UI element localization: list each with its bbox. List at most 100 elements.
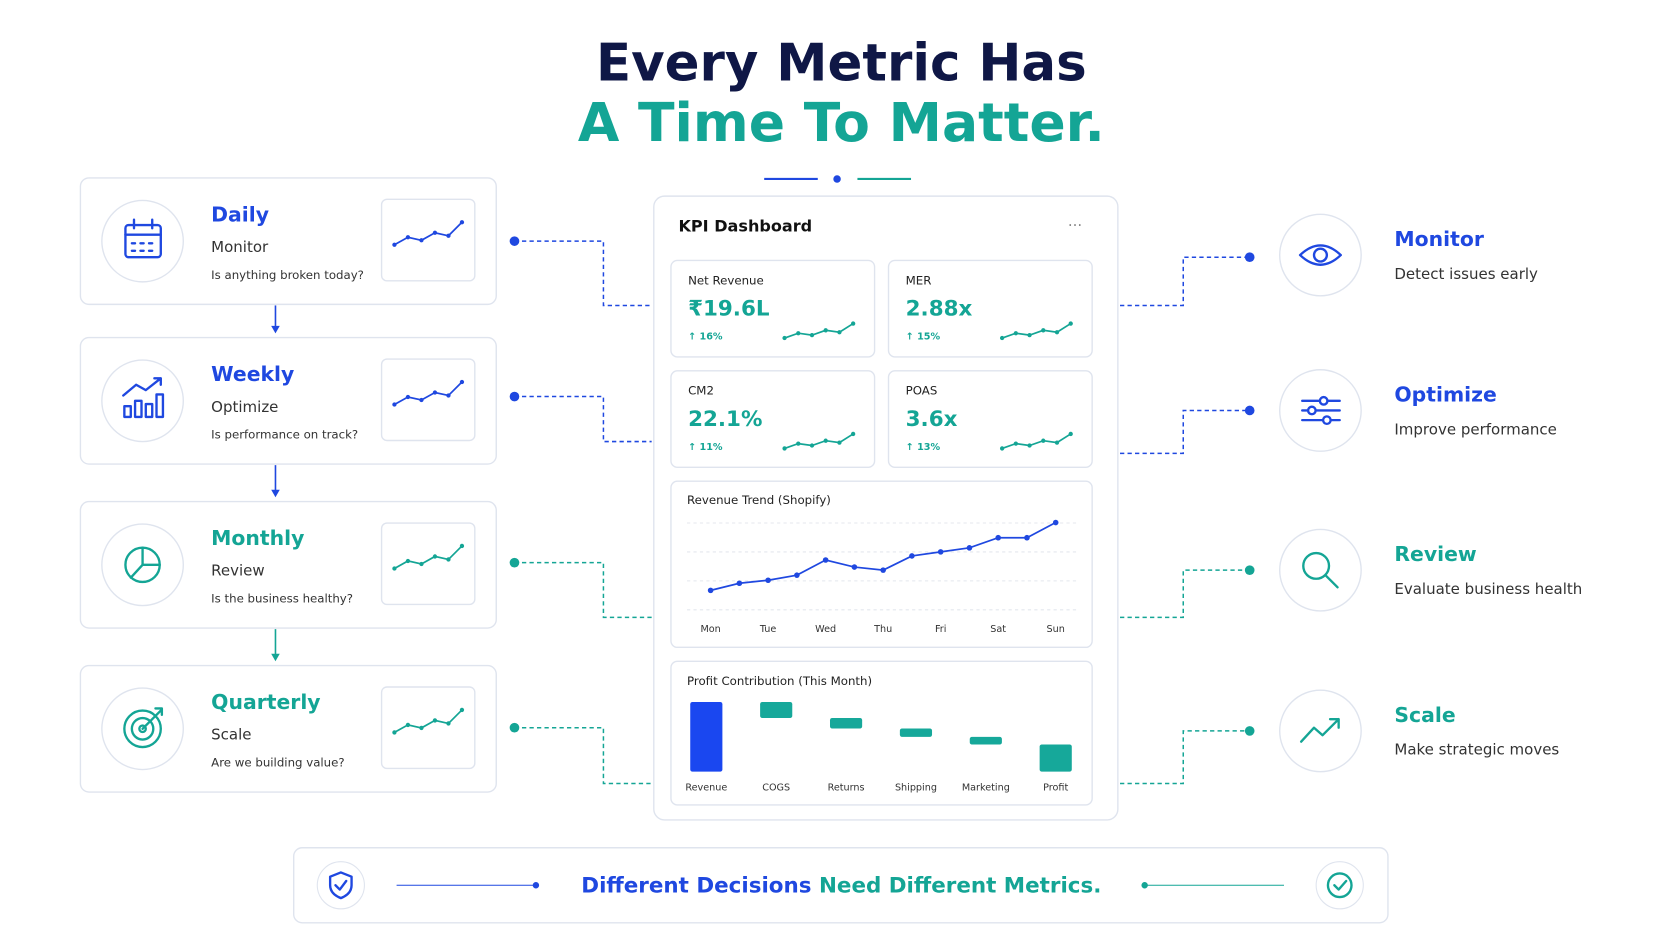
title-line1: Every Metric Has	[596, 33, 1087, 93]
outcome-desc: Detect issues early	[1394, 265, 1538, 283]
icon-ring	[101, 199, 184, 283]
waterfall-bar	[829, 718, 863, 729]
sparkline-dot	[809, 443, 815, 448]
cadence-subtitle: Optimize	[211, 398, 278, 416]
sparkline-dot	[782, 335, 787, 341]
waterfall-bar	[899, 728, 933, 737]
kpi-card	[887, 370, 1093, 468]
sparkline-dot	[432, 554, 438, 559]
cadence-subtitle: Review	[211, 562, 265, 580]
cadence-subtitle: Monitor	[211, 238, 269, 256]
trend-panel	[670, 480, 1093, 649]
cadence-cards: Quarterly Scale Are we building value? Mont…	[79, 177, 497, 793]
footer-decor	[316, 861, 1364, 910]
icon-eye	[1298, 244, 1342, 266]
trend-point	[966, 545, 973, 551]
sparkline-dot	[782, 446, 787, 451]
icon-calendar	[124, 218, 162, 259]
sparkline-dot	[446, 233, 451, 238]
sparkline-dot	[823, 438, 828, 443]
sparkline-dot	[1068, 321, 1073, 326]
title-line2: A Time To Matter.	[578, 91, 1105, 154]
x-tick-label: Tue	[759, 624, 777, 635]
kpi-change: ↑ 16%	[688, 332, 723, 343]
sparkline-dot	[392, 566, 397, 571]
trend-point	[765, 577, 771, 584]
cadence-card: Daily Monitor Is anything broken today?	[79, 177, 497, 306]
waterfall-bar	[1039, 744, 1072, 772]
kpi-change: ↑ 11%	[688, 442, 723, 453]
trend-point	[937, 549, 944, 555]
waterfall-panel	[670, 660, 1093, 806]
sparkline-dot	[459, 379, 465, 385]
divider	[764, 175, 912, 183]
kpi-card	[670, 259, 876, 358]
waterfall-title: Profit Contribution (This Month)	[687, 674, 872, 688]
sparkline-dot	[1027, 443, 1032, 448]
sparkline-dot	[837, 330, 842, 335]
sparkline-box	[380, 686, 476, 770]
sparkline-dot	[419, 397, 424, 403]
sparkline-dot	[432, 230, 438, 235]
sparkline-dot	[1013, 441, 1018, 446]
kpi-value: 2.88x	[906, 297, 973, 322]
connectors	[509, 236, 1255, 785]
icon-ring	[1279, 213, 1362, 297]
kpi-change: ↑ 15%	[906, 332, 941, 343]
sparkline-dot	[405, 722, 411, 728]
trend-point	[1052, 519, 1059, 526]
trend-point	[794, 572, 800, 578]
flow-arrows	[271, 305, 280, 662]
sparkline-box	[380, 522, 476, 606]
icon-bars	[122, 377, 165, 419]
outcome-title: Scale	[1394, 703, 1455, 727]
sparkline-dot	[392, 242, 397, 247]
trend-point	[822, 557, 829, 563]
cadence-question: Are we building value?	[211, 756, 344, 770]
icon-target	[123, 707, 164, 749]
cadence-card: Weekly Optimize Is performance on track?	[79, 336, 497, 465]
kpi-card	[670, 370, 876, 468]
cadence-question: Is anything broken today?	[211, 268, 364, 282]
x-tick-label: Sat	[990, 624, 1006, 635]
outcome-title: Optimize	[1394, 382, 1496, 406]
trend-point	[909, 553, 915, 559]
sparkline-dot	[446, 721, 451, 726]
sparkline-dot	[796, 331, 801, 336]
sparkline-dot	[1027, 332, 1032, 338]
x-tick-label: Mon	[700, 624, 720, 635]
waterfall-bar	[760, 701, 793, 719]
kpi-card	[887, 259, 1093, 358]
sparkline-dot	[459, 543, 465, 549]
x-tick-label: Profit	[1043, 783, 1068, 794]
sparkline-dot	[446, 557, 451, 562]
dashboard-menu[interactable]: ···	[1068, 217, 1082, 235]
sparkline-dot	[999, 446, 1005, 451]
icon-search	[1302, 551, 1339, 589]
outcome-desc: Improve performance	[1394, 420, 1557, 438]
icon-ring	[1279, 689, 1362, 773]
cadence-subtitle: Scale	[211, 726, 251, 744]
trend-point	[995, 534, 1001, 541]
cadence-question: Is the business healthy?	[211, 592, 353, 606]
x-tick-label: COGS	[762, 783, 790, 794]
trend-point	[736, 580, 743, 587]
outcome-title: Monitor	[1394, 227, 1483, 251]
sparkline-dot	[796, 441, 801, 446]
sparkline-dot	[446, 393, 451, 398]
sparkline	[784, 433, 854, 450]
sparkline	[1001, 433, 1072, 450]
footer-bar	[292, 847, 1389, 924]
footer-text-blue: Different Decisions	[581, 873, 811, 898]
sparkline-dot	[459, 220, 465, 225]
icon-trend	[1299, 717, 1340, 743]
cadence-question: Is performance on track?	[211, 428, 358, 442]
outcomes: Monitor Detect issues early Optimize Improv…	[1279, 213, 1582, 773]
sparkline-dot	[837, 440, 842, 445]
sparkline-dot	[1054, 440, 1060, 445]
sparkline	[394, 221, 463, 246]
trend-point	[707, 587, 714, 594]
x-tick-label: Returns	[828, 783, 865, 794]
sparkline	[394, 545, 463, 570]
